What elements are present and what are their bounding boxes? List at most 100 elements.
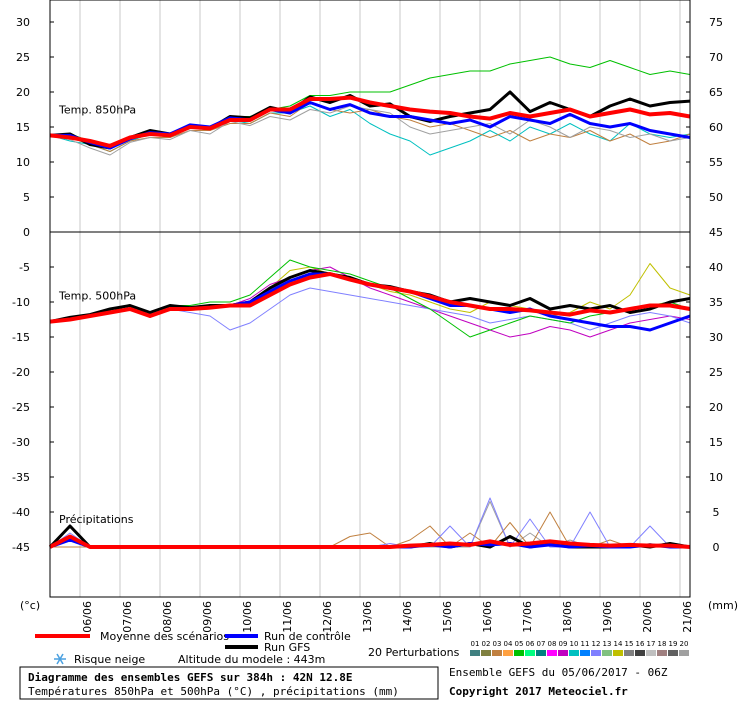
y2-tick-label: 0 (713, 541, 720, 554)
snow-label: Risque neige (74, 653, 145, 666)
x-tick-label: 08/06 (161, 601, 174, 633)
x-tick-label: 10/06 (241, 601, 254, 633)
perturbation-name: 18 (658, 640, 667, 648)
y-tick-label: 15 (16, 121, 30, 134)
perturbation-swatch (558, 650, 568, 656)
perturbation-swatch (679, 650, 689, 656)
perturbation-swatch (646, 650, 656, 656)
panel-label: Temp. 850hPa (58, 103, 136, 116)
y2-tick-label: 5 (713, 506, 720, 519)
y2-tick-label: 55 (709, 156, 723, 169)
y-tick-label: 0 (23, 226, 30, 239)
perturbation-name: 17 (647, 640, 656, 648)
x-tick-label: 21/06 (681, 601, 694, 633)
perturbation-swatch (613, 650, 623, 656)
perturbation-swatch (481, 650, 491, 656)
perturbation-name: 08 (548, 640, 557, 648)
y-tick-label: 25 (16, 51, 30, 64)
plot-frame (49, 0, 691, 598)
perturbations-label: 20 Perturbations (368, 646, 460, 659)
perturbation-name: 16 (636, 640, 645, 648)
perturbation-swatch (525, 650, 535, 656)
mean-line (49, 95, 691, 148)
y2-tick-label: 20 (709, 401, 723, 414)
perturbation-swatch (536, 650, 546, 656)
y-axis-label: (°c) (20, 599, 40, 612)
perturbation-name: 20 (680, 640, 689, 648)
perturbation-swatch (492, 650, 502, 656)
x-tick-label: 17/06 (521, 601, 534, 633)
y2-tick-label: 15 (709, 436, 723, 449)
y-tick-label: 5 (23, 191, 30, 204)
perturbation-name: 09 (559, 640, 568, 648)
panel-label: Temp. 500hPa (58, 290, 136, 303)
x-tick-label: 18/06 (561, 601, 574, 633)
perturbation-name: 15 (625, 640, 634, 648)
title-box (19, 666, 439, 700)
perturbation-swatch (635, 650, 645, 656)
chart-subtitle: Températures 850hPa et 500hPa (°C) , pré… (28, 685, 399, 698)
perturbation-swatch (591, 650, 601, 656)
x-tick-label: 20/06 (641, 601, 654, 633)
y2-tick-label: 50 (709, 191, 723, 204)
legend-label: Run de contrôle (264, 630, 351, 643)
y-tick-label: -30 (12, 436, 30, 449)
x-tick-label: 15/06 (441, 601, 454, 633)
x-tick-label: 11/06 (281, 601, 294, 633)
y-tick-label: 30 (16, 16, 30, 29)
plot-area: 06/06 07/06 08/06 09/06 10/06 11/06 12/06 13/06… (12, 0, 723, 633)
perturbation-swatch (514, 650, 524, 656)
x-tick-label: 16/06 (481, 601, 494, 633)
perturbation-name: 19 (669, 640, 678, 648)
perturbation-swatch (668, 650, 678, 656)
perturbation-swatch (503, 650, 513, 656)
perturbation-name: 12 (592, 640, 601, 648)
y-tick-label: -25 (12, 401, 30, 414)
altitude-label: Altitude du modele : 443m (178, 653, 325, 666)
y2-tick-label: 30 (709, 331, 723, 344)
mean-line (49, 534, 691, 549)
legend-label: Moyenne des scénarios (100, 630, 229, 643)
y2-tick-label: 70 (709, 51, 723, 64)
copyright: Copyright 2017 Meteociel.fr (449, 685, 628, 698)
run-label: Ensemble GEFS du 05/06/2017 - 06Z (449, 666, 668, 679)
x-tick-label: 06/06 (81, 601, 94, 633)
y-tick-label: -40 (12, 506, 30, 519)
perturbation-swatch (569, 650, 579, 656)
chart-title: Diagramme des ensembles GEFS sur 384h : … (28, 671, 353, 684)
perturbation-name: 06 (526, 640, 535, 648)
perturbation-swatch (624, 650, 634, 656)
perturbation-name: 02 (482, 640, 491, 648)
y-tick-label: -5 (19, 261, 30, 274)
perturbation-swatch (580, 650, 590, 656)
y2-tick-label: 60 (709, 121, 723, 134)
mean-line (49, 272, 691, 324)
y2-tick-label: 10 (709, 471, 723, 484)
perturbation-name: 14 (614, 640, 623, 648)
x-tick-label: 12/06 (321, 601, 334, 633)
y2-tick-label: 75 (709, 16, 723, 29)
perturbation-name: 10 (570, 640, 579, 648)
x-tick-label: 14/06 (401, 601, 414, 633)
y-tick-label: -10 (12, 296, 30, 309)
y-tick-label: -20 (12, 366, 30, 379)
y-tick-label: -15 (12, 331, 30, 344)
x-tick-label: 07/06 (121, 601, 134, 633)
perturbation-line (49, 105, 691, 156)
perturbation-swatch (602, 650, 612, 656)
perturbation-name: 07 (537, 640, 546, 648)
y2-axis-label: (mm) (708, 599, 738, 612)
perturbation-name: 11 (581, 640, 590, 648)
y-tick-label: 20 (16, 86, 30, 99)
x-tick-label: 19/06 (601, 601, 614, 633)
perturbation-swatch (547, 650, 557, 656)
perturbation-name: 04 (504, 640, 513, 648)
perturbation-name: 01 (471, 640, 480, 648)
perturbation-name: 13 (603, 640, 612, 648)
perturbation-name: 05 (515, 640, 524, 648)
y2-tick-label: 25 (709, 366, 723, 379)
y2-tick-label: 45 (709, 226, 723, 239)
y-tick-label: -35 (12, 471, 30, 484)
